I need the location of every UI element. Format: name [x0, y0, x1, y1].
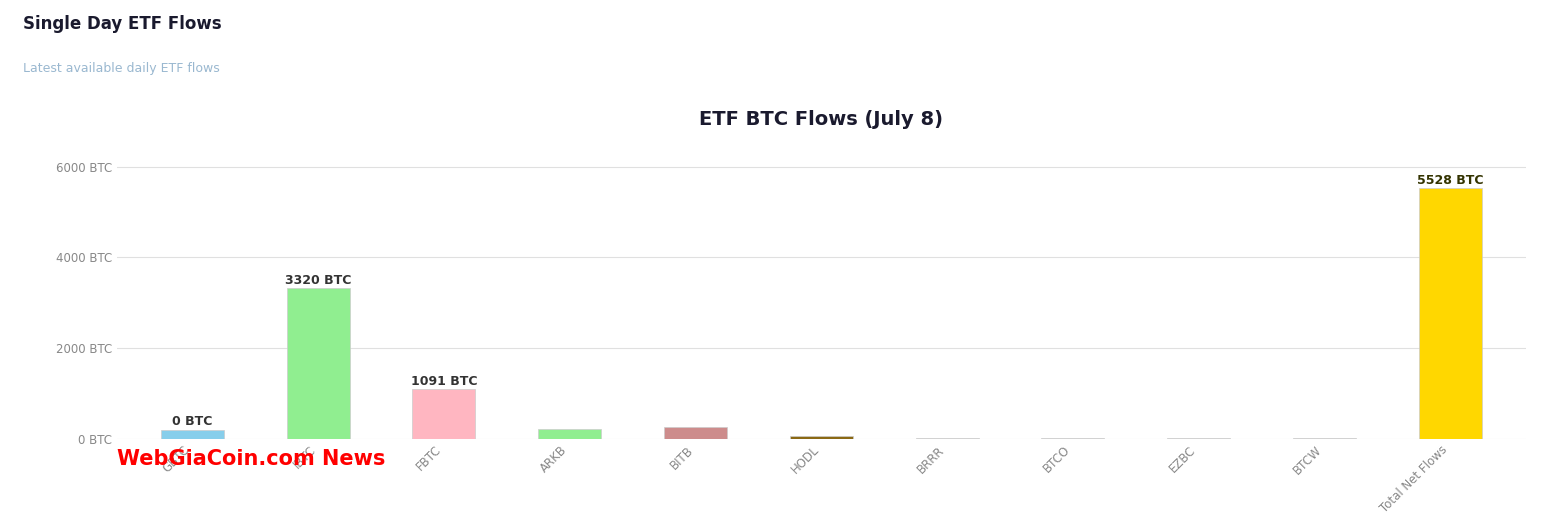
- Text: 1091 BTC: 1091 BTC: [411, 375, 476, 388]
- Bar: [663, 427, 727, 439]
- Text: 5528 BTC: 5528 BTC: [1417, 173, 1484, 187]
- Text: Single Day ETF Flows: Single Day ETF Flows: [23, 15, 223, 34]
- Text: 3320 BTC: 3320 BTC: [285, 273, 352, 287]
- Bar: [413, 389, 475, 439]
- Text: Latest available daily ETF flows: Latest available daily ETF flows: [23, 62, 220, 75]
- Bar: [539, 429, 601, 439]
- Text: 0 BTC: 0 BTC: [173, 415, 212, 428]
- Text: WebGiaCoin.com News: WebGiaCoin.com News: [117, 449, 385, 469]
- Bar: [286, 288, 349, 439]
- Bar: [1418, 188, 1482, 439]
- Title: ETF BTC Flows (July 8): ETF BTC Flows (July 8): [699, 110, 944, 130]
- Bar: [160, 429, 224, 439]
- Bar: [789, 436, 853, 439]
